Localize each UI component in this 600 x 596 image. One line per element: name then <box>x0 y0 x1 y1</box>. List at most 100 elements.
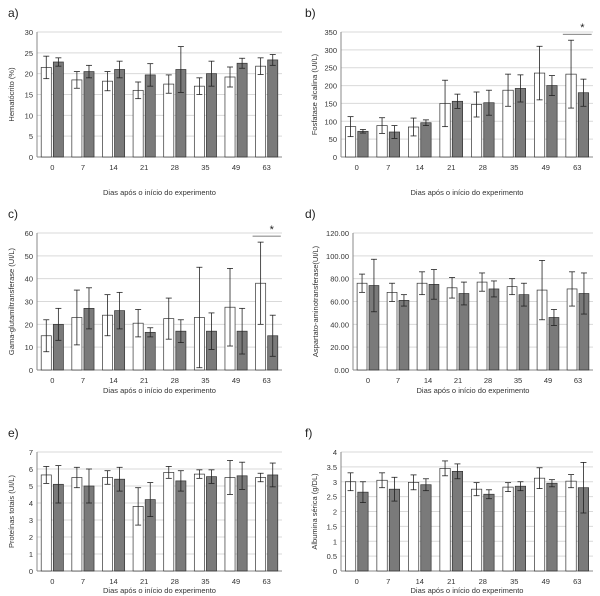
x-tick-label: 21 <box>447 163 455 172</box>
bar-open-day-7 <box>71 477 83 572</box>
y-tick-label: 1 <box>333 537 337 546</box>
x-tick-label: 14 <box>109 163 117 172</box>
x-tick-label: 0 <box>50 577 54 586</box>
bar-filled-day-28 <box>175 480 187 572</box>
x-tick-label: 35 <box>514 376 522 385</box>
y-tick-label: 60 <box>25 229 33 238</box>
y-tick-label: 50 <box>329 135 337 144</box>
y-tick-label: 2 <box>29 533 33 542</box>
y-tick-label: 0 <box>333 567 337 576</box>
y-tick-label: 0 <box>29 153 33 162</box>
x-tick-label: 35 <box>201 163 209 172</box>
y-tick-label: 30 <box>25 28 33 37</box>
y-axis-title: Albumina sérica (g/DL) <box>310 473 319 550</box>
bar-filled-day-21 <box>451 470 463 572</box>
y-tick-label: 0 <box>29 567 33 576</box>
y-tick-label: 0 <box>29 366 33 375</box>
bar-filled-day-21 <box>144 331 156 371</box>
x-tick-label: 28 <box>171 376 179 385</box>
bar-open-day-7 <box>71 79 83 158</box>
x-tick-label: 7 <box>81 163 85 172</box>
bar-open-day-0 <box>356 282 368 371</box>
bar-filled-day-28 <box>488 288 500 371</box>
x-tick-label: 14 <box>424 376 432 385</box>
y-axis-title: Hematócrito (%) <box>7 67 16 122</box>
x-axis-title: Dias após o início do experimento <box>103 386 216 395</box>
y-tick-label: 5 <box>29 132 33 141</box>
bar-open-day-14 <box>416 282 428 371</box>
x-tick-label: 14 <box>416 163 424 172</box>
x-tick-label: 35 <box>201 376 209 385</box>
bar-open-day-28 <box>476 281 488 371</box>
x-tick-label: 28 <box>484 376 492 385</box>
panel-label: e) <box>8 426 19 440</box>
y-axis-title: Aspartato-aminotransferase(UI/L) <box>311 245 320 357</box>
bar-open-day-35 <box>502 486 514 572</box>
x-tick-label: 7 <box>81 376 85 385</box>
bar-filled-day-7 <box>398 300 410 371</box>
panel-label: f) <box>305 426 312 440</box>
y-tick-label: 40 <box>25 275 33 284</box>
x-tick-label: 7 <box>396 376 400 385</box>
bar-open-day-35 <box>506 286 518 371</box>
x-tick-label: 49 <box>232 577 240 586</box>
x-axis-title: Dias após o início do experimento <box>411 586 524 595</box>
y-tick-label: 20 <box>25 320 33 329</box>
y-axis-title: Fosfatase alcalina (UI/L) <box>310 53 319 135</box>
bar-filled-day-0 <box>357 130 369 158</box>
y-tick-label: 2 <box>333 508 337 517</box>
x-tick-label: 14 <box>109 376 117 385</box>
y-tick-label: 100.00 <box>326 252 349 261</box>
chart-panel-6: f) 0 0.5 1 1.5 2 2.5 3 3.5 4 Albumina sérica (g/DL… <box>305 426 593 595</box>
y-tick-label: 4 <box>29 499 33 508</box>
y-tick-label: 350 <box>324 28 337 37</box>
y-tick-label: 6 <box>29 465 33 474</box>
y-tick-label: 2.5 <box>327 493 337 502</box>
y-tick-label: 80.00 <box>330 275 349 284</box>
bar-open-day-14 <box>102 80 113 158</box>
bar-open-day-14 <box>408 481 420 572</box>
bar-open-day-35 <box>193 85 205 158</box>
bar-filled-day-21 <box>451 100 463 158</box>
bar-open-day-28 <box>163 83 175 158</box>
y-tick-label: 1 <box>29 550 33 559</box>
bar-open-day-7 <box>376 479 388 572</box>
bar-filled-day-49 <box>236 475 248 572</box>
x-tick-label: 21 <box>447 577 455 586</box>
bar-open-day-63 <box>565 480 577 572</box>
x-axis-title: Dias após o início do experimento <box>103 188 216 197</box>
x-tick-label: 0 <box>355 577 359 586</box>
x-tick-label: 35 <box>201 577 209 586</box>
y-tick-label: 300 <box>324 46 337 55</box>
x-tick-label: 49 <box>232 163 240 172</box>
y-tick-label: 20.00 <box>330 343 349 352</box>
y-tick-label: 15 <box>25 91 33 100</box>
x-tick-label: 28 <box>479 577 487 586</box>
x-axis-title: Dias após o início do experimento <box>411 188 524 197</box>
y-tick-label: 4 <box>333 448 337 457</box>
chart-panel-1: a) 0 5 10 15 20 25 30 Hematócrito (%) 0 7 14 21 28 35 4… <box>7 6 282 197</box>
y-axis-title: Proteínas totais (UI/L) <box>7 475 16 548</box>
chart-panel-5: e) 0 1 2 3 4 5 6 7 Proteínas totais (UI/L) 0 7 14 21 2… <box>7 426 282 595</box>
x-tick-label: 21 <box>140 577 148 586</box>
x-tick-label: 49 <box>544 376 552 385</box>
x-tick-label: 0 <box>366 376 370 385</box>
x-tick-label: 21 <box>140 376 148 385</box>
y-tick-label: 0.5 <box>327 552 337 561</box>
y-tick-label: 10 <box>25 111 33 120</box>
y-tick-label: 30 <box>25 298 33 307</box>
y-tick-label: 3 <box>333 478 337 487</box>
x-tick-label: 49 <box>542 577 550 586</box>
bar-filled-day-35 <box>206 476 217 572</box>
x-tick-label: 14 <box>109 577 117 586</box>
y-tick-label: 3.5 <box>327 463 337 472</box>
x-tick-label: 28 <box>171 163 179 172</box>
y-tick-label: 10 <box>25 343 33 352</box>
y-tick-label: 3 <box>29 516 33 525</box>
x-tick-label: 0 <box>355 163 359 172</box>
bar-open-day-35 <box>193 473 205 572</box>
x-tick-label: 21 <box>454 376 462 385</box>
bar-filled-day-14 <box>114 478 126 572</box>
bar-filled-day-7 <box>83 71 95 158</box>
bar-filled-day-21 <box>144 74 156 158</box>
